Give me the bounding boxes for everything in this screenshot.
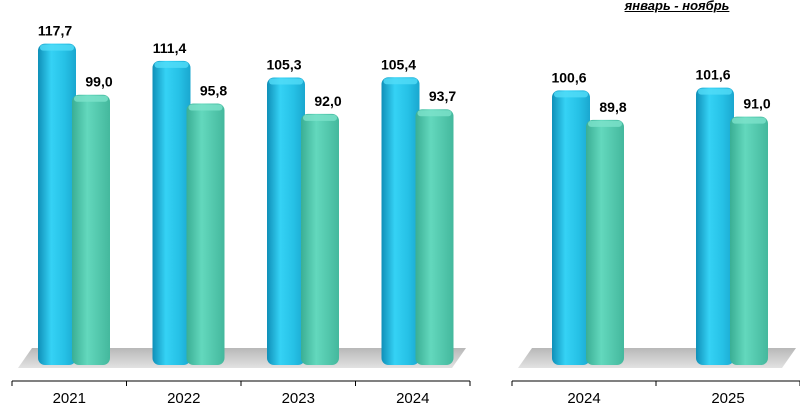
bar-top-a xyxy=(154,61,189,68)
x-tick-label: 2022 xyxy=(167,390,200,407)
data-label-a: 111,4 xyxy=(153,40,187,56)
bar-top-a xyxy=(383,78,418,85)
bar-b xyxy=(415,109,454,365)
bar-top-b xyxy=(588,120,622,127)
data-label-b: 91,0 xyxy=(743,96,770,112)
bar-top-b xyxy=(417,110,452,117)
bar-top-a xyxy=(269,78,303,85)
x-tick-label: 2024 xyxy=(396,390,429,407)
data-label-a: 117,7 xyxy=(38,23,72,39)
x-tick-label: 2025 xyxy=(711,390,744,407)
data-label-a: 101,6 xyxy=(695,67,730,83)
data-label-a: 105,3 xyxy=(266,57,301,73)
bar-a xyxy=(267,77,305,365)
x-tick-label: 2021 xyxy=(53,390,86,407)
data-label-b: 92,0 xyxy=(314,93,341,109)
right-chart-subtitle: январь - ноябрь xyxy=(624,0,730,13)
bar-top-a xyxy=(554,91,588,98)
bar-b xyxy=(72,94,110,365)
bar-b xyxy=(730,116,768,365)
bar-a xyxy=(381,77,420,366)
data-label-b: 95,8 xyxy=(200,82,227,98)
bar-top-b xyxy=(303,114,337,121)
data-label-a: 105,4 xyxy=(381,56,416,72)
bar-top-a xyxy=(698,88,732,95)
data-label-b: 93,7 xyxy=(429,88,456,104)
chart-floor xyxy=(18,348,466,368)
bar-top-b xyxy=(732,117,766,124)
bar-top-b xyxy=(74,95,108,102)
bar-b xyxy=(586,119,624,365)
bar-a xyxy=(696,87,734,365)
x-tick-label: 2023 xyxy=(282,390,315,407)
bar-a xyxy=(152,60,191,366)
data-label-a: 100,6 xyxy=(551,69,586,85)
data-label-b: 99,0 xyxy=(85,74,112,90)
x-tick-label: 2024 xyxy=(567,390,600,407)
bar-top-a xyxy=(40,44,74,51)
bar-a xyxy=(38,43,76,365)
bar-top-b xyxy=(188,104,223,111)
bar-a xyxy=(552,90,590,365)
bar-b xyxy=(301,113,339,365)
data-label-b: 89,8 xyxy=(599,99,626,115)
bar-b xyxy=(186,103,225,365)
